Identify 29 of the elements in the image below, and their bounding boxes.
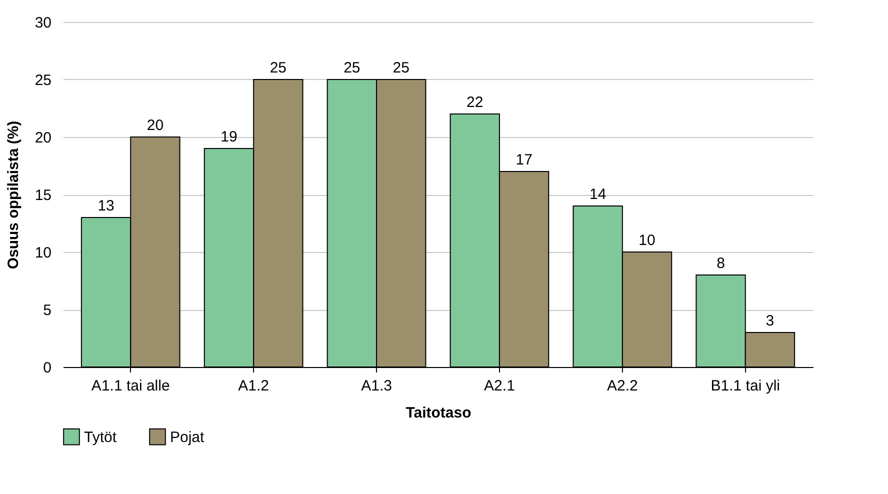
x-tick-label: A1.3 (361, 378, 392, 394)
y-axis-title: Osuus oppilaista (%) (4, 120, 22, 270)
data-label: 25 (392, 60, 410, 76)
data-label: 22 (466, 94, 484, 111)
data-label: 20 (146, 117, 164, 134)
y-tick-label: 10 (34, 244, 52, 262)
x-axis-title: Taitotaso (406, 404, 472, 422)
x-tick-label: A2.2 (606, 378, 638, 394)
y-tick-label: 0 (43, 360, 52, 376)
y-tick-label: 5 (43, 302, 52, 319)
x-tick-label: A1.1 tai alle (91, 378, 170, 394)
data-label: 10 (638, 232, 656, 249)
legend-label: Pojat (170, 428, 206, 446)
y-tick-label: 25 (34, 72, 52, 89)
data-label: 19 (220, 128, 238, 146)
data-label: 14 (589, 186, 606, 203)
data-label: 25 (270, 60, 287, 76)
data-label: 13 (98, 198, 114, 214)
data-label: 3 (766, 312, 774, 330)
data-label: 17 (516, 152, 532, 168)
data-label: 25 (344, 60, 360, 76)
x-tick-label: A1.2 (238, 378, 270, 394)
x-tick-label: A2.1 (484, 378, 515, 394)
y-tick-label: 30 (34, 14, 52, 32)
legend-label: Tytöt (84, 428, 118, 446)
y-tick-label: 15 (34, 187, 52, 204)
x-tick-label: B1.1 tai yli (710, 378, 780, 394)
y-tick-label: 20 (34, 130, 52, 146)
data-label: 8 (716, 255, 725, 272)
